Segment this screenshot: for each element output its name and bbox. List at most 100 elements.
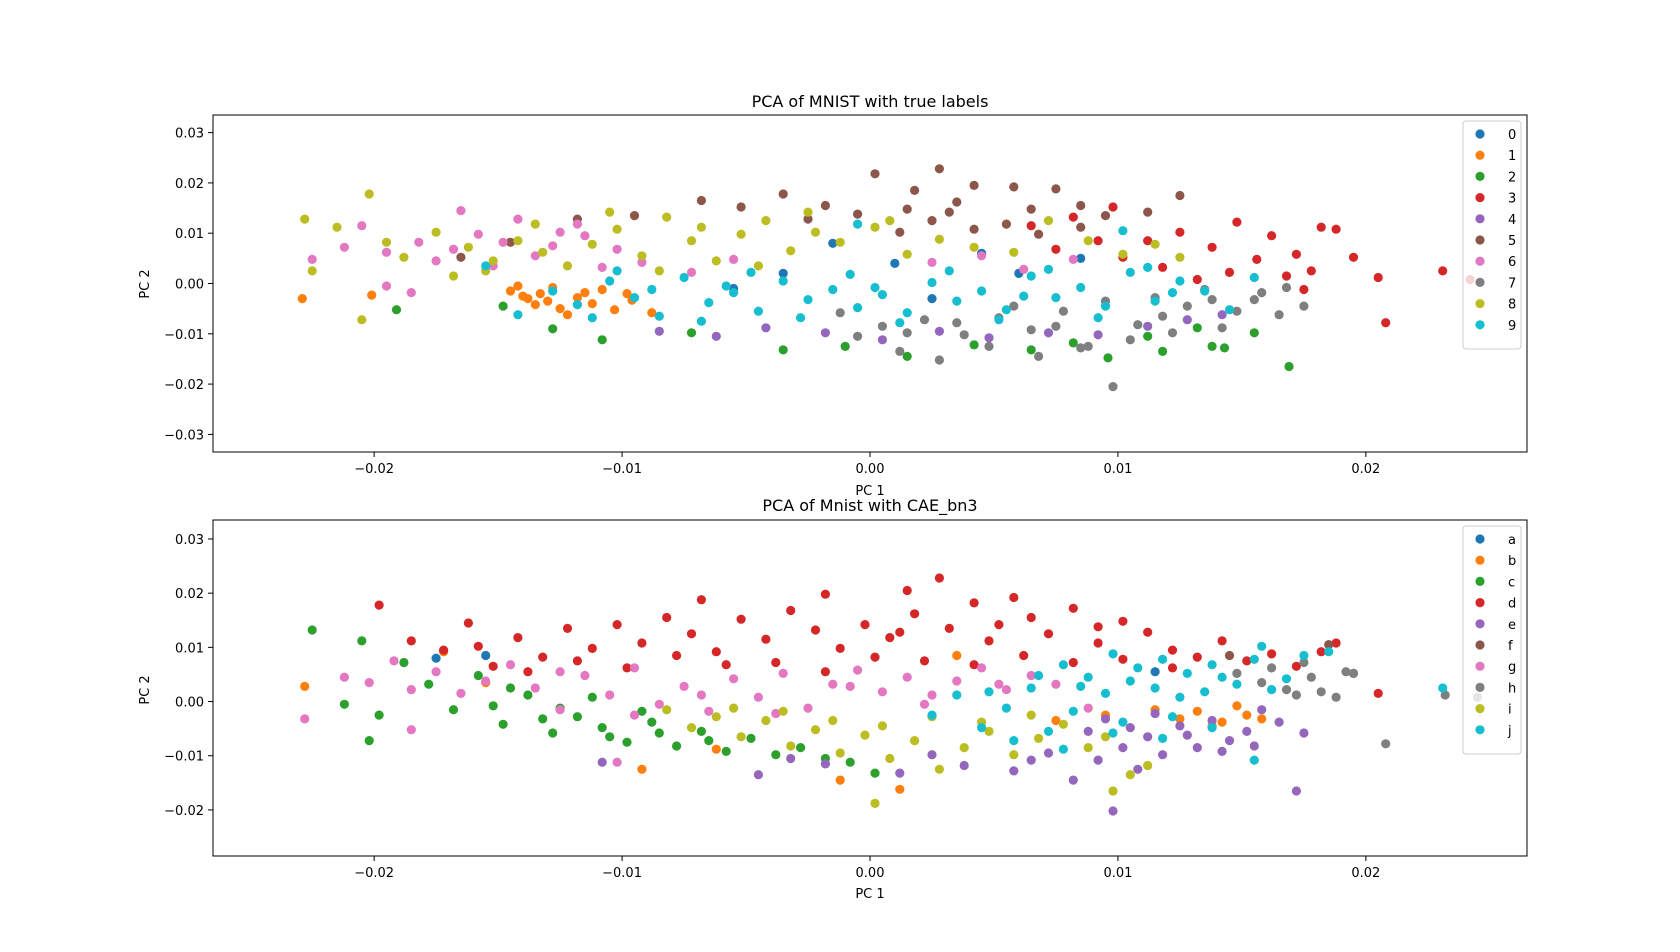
point-series-j [1068, 706, 1078, 716]
point-series-7 [1274, 310, 1284, 320]
point-series-g [729, 674, 739, 684]
y-axis-label: PC 2 [138, 269, 153, 298]
legend-label-2: 2 [1508, 170, 1516, 185]
point-series-d [1316, 647, 1326, 657]
point-series-j [1175, 692, 1185, 702]
legend-marker-6 [1475, 256, 1485, 266]
point-series-c [704, 736, 714, 746]
point-series-d [439, 645, 449, 655]
point-series-8 [513, 236, 523, 246]
point-series-8 [448, 271, 459, 281]
point-series-3 [1232, 217, 1242, 227]
point-series-h [1291, 690, 1301, 700]
point-series-j [1207, 660, 1217, 670]
point-series-i [662, 705, 672, 715]
point-series-9 [828, 284, 838, 295]
point-series-3 [1252, 254, 1262, 264]
point-series-d [1068, 657, 1078, 668]
point-series-h [1331, 692, 1341, 702]
point-series-g [696, 690, 707, 700]
y-tick-label: 0.02 [175, 587, 204, 602]
point-series-9 [704, 298, 714, 308]
point-series-g [629, 710, 640, 720]
point-series-3 [1108, 202, 1118, 212]
point-series-7 [959, 330, 969, 340]
point-series-9 [853, 303, 863, 313]
legend-label-4: 4 [1508, 213, 1516, 228]
point-series-1 [622, 289, 632, 299]
point-series-6 [414, 237, 424, 247]
point-series-c [605, 732, 615, 742]
point-series-e [1291, 786, 1301, 796]
point-series-8 [696, 222, 707, 232]
point-series-c [746, 733, 756, 744]
chart-title: PCA of MNIST with true labels [752, 92, 989, 111]
point-series-c [357, 636, 367, 646]
point-series-8 [637, 251, 647, 261]
point-series-8 [934, 234, 945, 244]
legend-marker-b [1475, 555, 1485, 565]
point-series-c [572, 712, 583, 722]
y-tick-label: 0.03 [175, 127, 204, 142]
point-series-2 [1192, 323, 1202, 333]
point-series-9 [679, 272, 689, 283]
point-series-c [498, 719, 508, 729]
point-series-i [828, 715, 838, 726]
point-series-8 [736, 229, 746, 239]
point-series-0 [778, 268, 788, 278]
point-series-3 [1381, 318, 1391, 328]
point-series-8 [786, 246, 796, 256]
point-series-g [505, 660, 516, 670]
point-series-9 [605, 276, 615, 286]
point-series-c [473, 670, 483, 681]
point-series-i [1034, 733, 1044, 744]
point-series-5 [895, 227, 905, 237]
point-series-e [1133, 764, 1143, 774]
x-tick-label: 0.01 [1103, 462, 1132, 477]
point-series-8 [1150, 239, 1160, 249]
point-series-d [885, 633, 895, 643]
point-series-8 [530, 219, 540, 229]
point-series-d [994, 620, 1004, 630]
point-series-6 [307, 254, 317, 264]
point-series-5 [870, 169, 880, 179]
point-series-j [1249, 654, 1259, 664]
point-series-d [406, 636, 416, 646]
point-series-4 [654, 326, 664, 336]
point-series-e [1274, 717, 1284, 727]
legend-marker-i [1475, 704, 1485, 714]
point-series-d [969, 660, 979, 670]
point-series-g [1001, 685, 1012, 695]
point-series-8 [357, 315, 367, 325]
legend-marker-h [1475, 682, 1485, 693]
point-series-b [1257, 714, 1267, 724]
point-series-0 [890, 258, 900, 268]
point-series-e [1224, 736, 1235, 746]
point-series-6 [431, 256, 441, 266]
point-series-9 [1043, 264, 1054, 274]
point-series-d [488, 661, 498, 671]
point-series-d [870, 652, 880, 662]
point-series-j [1299, 650, 1309, 661]
point-series-6 [498, 237, 508, 247]
point-series-g [406, 685, 416, 695]
point-series-4 [1143, 321, 1153, 331]
point-series-i [860, 730, 870, 740]
x-tick-label: −0.02 [354, 462, 394, 477]
point-series-g [902, 672, 912, 682]
legend-marker-0 [1475, 129, 1485, 139]
point-series-e [1217, 746, 1227, 757]
point-series-h [1267, 663, 1277, 673]
point-series-d [513, 633, 523, 643]
point-series-8 [810, 227, 821, 237]
point-series-3 [1026, 221, 1036, 231]
point-series-g [580, 670, 590, 681]
point-series-5 [944, 207, 954, 217]
point-series-1 [297, 294, 307, 304]
point-series-c [424, 679, 434, 689]
point-series-8 [1083, 236, 1093, 246]
y-tick-label: 0.02 [175, 177, 204, 192]
point-series-9 [927, 277, 937, 288]
point-series-g [612, 757, 622, 767]
point-series-6 [729, 254, 739, 264]
